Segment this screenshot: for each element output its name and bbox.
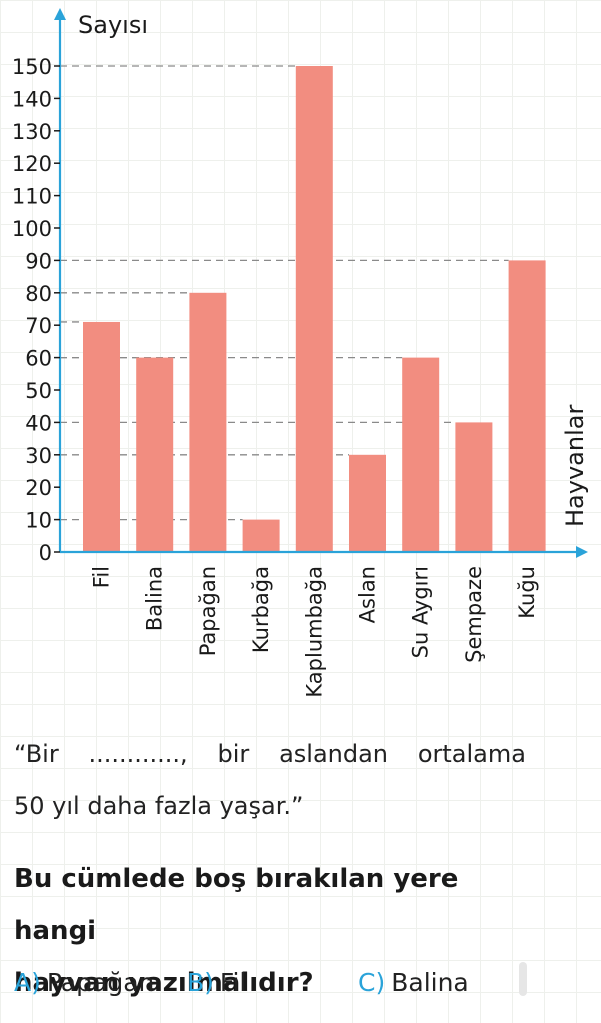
x-tick-label: Fil	[90, 566, 114, 588]
bar-kuğu	[508, 260, 546, 552]
bar-chart: 0 10 20 30 40 50 60 70 80 90 100 110 120 130 140 150 Fi…	[12, 8, 589, 698]
option-c[interactable]: C) Balina	[358, 968, 469, 997]
y-tick-label: 60	[25, 347, 52, 371]
bar-fil	[83, 321, 120, 552]
y-axis-arrow	[54, 8, 66, 20]
y-tick-label: 40	[25, 411, 52, 435]
x-tick-label: Kuğu	[515, 566, 539, 619]
y-tick-label: 0	[39, 541, 52, 565]
y-tick-label: 150	[12, 55, 52, 79]
option-letter: A)	[14, 968, 41, 997]
question-text: Bu cümlede boş bırakılan yere hangi hayv…	[14, 853, 526, 1009]
bar-balina	[136, 357, 174, 552]
bar-şempaze	[455, 422, 493, 552]
option-a[interactable]: A) Papağan	[14, 968, 154, 997]
y-tick-label: 10	[25, 509, 52, 533]
sentence-line-1: “Bir ............, bir aslandan ortalama	[14, 728, 526, 780]
x-tick-label: Kaplumbağa	[302, 566, 326, 698]
y-tick-label: 70	[25, 314, 52, 338]
y-tick-label: 30	[25, 444, 52, 468]
y-ticks: 0 10 20 30 40 50 60 70 80 90 100 110 120 130 140 150	[12, 55, 60, 565]
bar-papağan	[189, 292, 227, 552]
x-axis-title: Hayvanlar	[561, 405, 589, 527]
y-tick-label: 50	[25, 379, 52, 403]
y-axis-title: Sayısı	[78, 11, 148, 39]
sentence-word: ortalama	[417, 740, 526, 768]
page-edge-mark	[519, 962, 527, 996]
y-tick-label: 80	[25, 282, 52, 306]
sentence-word: bir	[217, 740, 250, 768]
y-tick-label: 20	[25, 476, 52, 500]
y-tick-label: 130	[12, 120, 52, 144]
x-tick-label: Papağan	[196, 566, 220, 656]
sentence-word: aslandan	[279, 740, 389, 768]
option-letter: B)	[187, 968, 214, 997]
x-tick-labels: Fil Balina Papağan Kurbağa Kaplumbağa Aslan Su…	[90, 566, 540, 698]
bar-kaplumbağa	[295, 66, 333, 552]
option-letter: C)	[358, 968, 386, 997]
axes	[54, 8, 588, 558]
x-axis-arrow	[576, 546, 588, 558]
sentence-word: “Bir	[14, 740, 59, 768]
option-text: Balina	[391, 968, 469, 997]
statement-sentence: “Bir ............, bir aslandan ortalama…	[14, 728, 526, 832]
bar-kurbağa	[242, 519, 280, 552]
option-text: Papağan	[46, 968, 155, 997]
y-tick-label: 90	[25, 249, 52, 273]
y-tick-label: 120	[12, 152, 52, 176]
x-tick-label: Aslan	[356, 566, 380, 623]
bar-su-aygırı	[402, 357, 440, 552]
x-tick-label: Kurbağa	[249, 566, 273, 653]
y-tick-label: 100	[12, 217, 52, 241]
bars	[83, 66, 546, 552]
sentence-line-2: 50 yıl daha fazla yaşar.”	[14, 792, 304, 820]
bar-aslan	[349, 454, 386, 552]
option-b[interactable]: B) Fil	[187, 968, 246, 997]
question-line-1: Bu cümlede boş bırakılan yere hangi	[14, 864, 459, 946]
y-tick-label: 110	[12, 185, 52, 209]
x-tick-label: Balina	[143, 566, 167, 631]
option-text: Fil	[219, 968, 247, 997]
sentence-blank: ............,	[88, 740, 188, 768]
reference-lines	[60, 65, 509, 521]
question-line-2: hayvan yazılmalıdır?	[14, 968, 314, 998]
x-tick-label: Şempaze	[462, 566, 486, 663]
y-tick-label: 140	[12, 87, 52, 111]
x-tick-label: Su Aygırı	[409, 566, 433, 658]
